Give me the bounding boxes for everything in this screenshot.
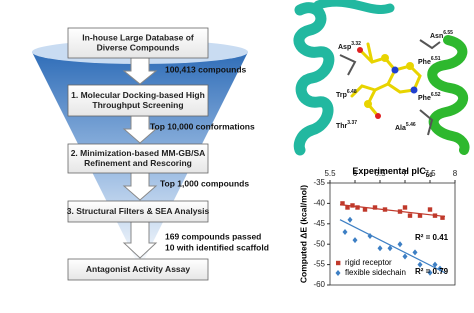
point xyxy=(440,215,445,220)
point xyxy=(342,228,348,235)
point xyxy=(427,207,433,212)
point xyxy=(345,205,350,210)
step-text: Antagonist Activity Assay xyxy=(86,264,191,274)
x-axis-label: Experimental pIC50 xyxy=(352,166,433,178)
point xyxy=(362,207,368,212)
residue-name: Ala xyxy=(395,125,406,132)
step-box xyxy=(67,200,209,223)
point xyxy=(367,233,373,240)
step-text: 1. Molecular Docking-based High xyxy=(71,90,205,100)
legend-label: flexible sidechain xyxy=(345,268,406,277)
residue-label: Phe6.52 xyxy=(418,92,441,102)
x-tick-label: 7.5 xyxy=(424,169,436,178)
residue-name: Phe xyxy=(418,95,431,102)
r2-annotation: R² = 0.79 xyxy=(415,267,449,276)
count-text: 100,413 compounds xyxy=(165,64,247,74)
residue-label: Thr3.37 xyxy=(336,120,357,130)
step-text: Diverse Compounds xyxy=(97,42,180,52)
x-axis-label-text: Experimental pIC xyxy=(352,166,426,176)
point xyxy=(340,201,345,206)
point xyxy=(350,203,355,208)
step-box xyxy=(67,84,209,117)
count-text: 169 compounds passed xyxy=(165,231,261,241)
plot-frame xyxy=(329,182,456,286)
residue-number: 3.37 xyxy=(347,120,357,126)
residue-number: 6.51 xyxy=(431,56,441,62)
legend-label: rigid receptor xyxy=(345,258,392,267)
x-tick-label: 5.5 xyxy=(324,169,336,178)
point xyxy=(417,261,423,268)
point xyxy=(377,245,383,252)
point xyxy=(412,249,418,256)
legend-marker xyxy=(336,260,341,266)
structure-image xyxy=(282,0,474,156)
point xyxy=(372,205,378,210)
y-axis-label: Computed ΔE (kcal/mol) xyxy=(298,185,308,283)
point xyxy=(432,213,438,218)
step-text: 3. Structural Filters & SEA Analysis xyxy=(67,206,210,216)
y-tick-label: -50 xyxy=(313,239,325,248)
residue-number: 5.46 xyxy=(406,122,416,128)
point xyxy=(382,207,388,212)
r2-annotation: R² = 0.41 xyxy=(415,233,449,242)
step-box xyxy=(67,258,209,281)
point xyxy=(347,216,353,223)
arrows xyxy=(122,57,158,259)
residue-number: 3.32 xyxy=(351,41,361,47)
point xyxy=(387,245,393,252)
residue-name: Thr xyxy=(336,123,348,130)
y-tick-label: -45 xyxy=(313,219,325,228)
x-tick-label: 6 xyxy=(353,169,358,178)
point xyxy=(437,265,443,272)
x-tick-label: 6.5 xyxy=(374,169,386,178)
count-text: Top 10,000 conformations xyxy=(150,121,255,131)
step-text: 2. Minimization-based MM-GB/SA xyxy=(71,148,206,158)
residue-name: Asp xyxy=(338,44,351,51)
legend-marker xyxy=(335,270,341,276)
point xyxy=(397,209,403,214)
point xyxy=(402,205,408,210)
trend-line xyxy=(339,219,446,274)
y-tick-label: -35 xyxy=(313,178,325,187)
residue-label: Asn6.55 xyxy=(430,30,453,40)
step-text: In-house Large Database of xyxy=(82,32,194,42)
y-tick-label: -60 xyxy=(313,280,325,289)
residue-name: Phe xyxy=(418,59,431,66)
point xyxy=(432,261,438,268)
count-text: Top 1,000 compounds xyxy=(160,178,249,188)
step-box xyxy=(67,143,209,174)
residue-number: 6.55 xyxy=(443,30,453,36)
x-tick-label: 8 xyxy=(453,169,458,178)
residue-number: 6.48 xyxy=(347,89,357,95)
point xyxy=(417,213,423,218)
residue-number: 6.52 xyxy=(431,92,441,98)
y-tick-label: -40 xyxy=(313,199,325,208)
point xyxy=(397,241,403,248)
x-axis-label-sub: 50 xyxy=(426,173,433,179)
residue-name: Asn xyxy=(430,33,443,40)
step-text: Throughput Screening xyxy=(92,100,183,110)
y-tick-label: -55 xyxy=(313,260,325,269)
step-text: Refinement and Rescoring xyxy=(84,158,192,168)
point xyxy=(407,213,413,218)
point xyxy=(355,205,360,210)
point xyxy=(427,269,433,276)
count-text: 10 with identified scaffold xyxy=(165,242,269,252)
residue-label: Ala5.46 xyxy=(395,122,416,132)
point xyxy=(402,253,408,260)
residue-name: Trp xyxy=(336,92,347,99)
x-tick-label: 7 xyxy=(403,169,408,178)
point xyxy=(352,237,358,244)
residue-label: Phe6.51 xyxy=(418,56,441,66)
residue-label: Trp6.48 xyxy=(336,89,357,99)
step-box xyxy=(67,27,209,59)
residue-label: Asp3.32 xyxy=(338,41,361,51)
